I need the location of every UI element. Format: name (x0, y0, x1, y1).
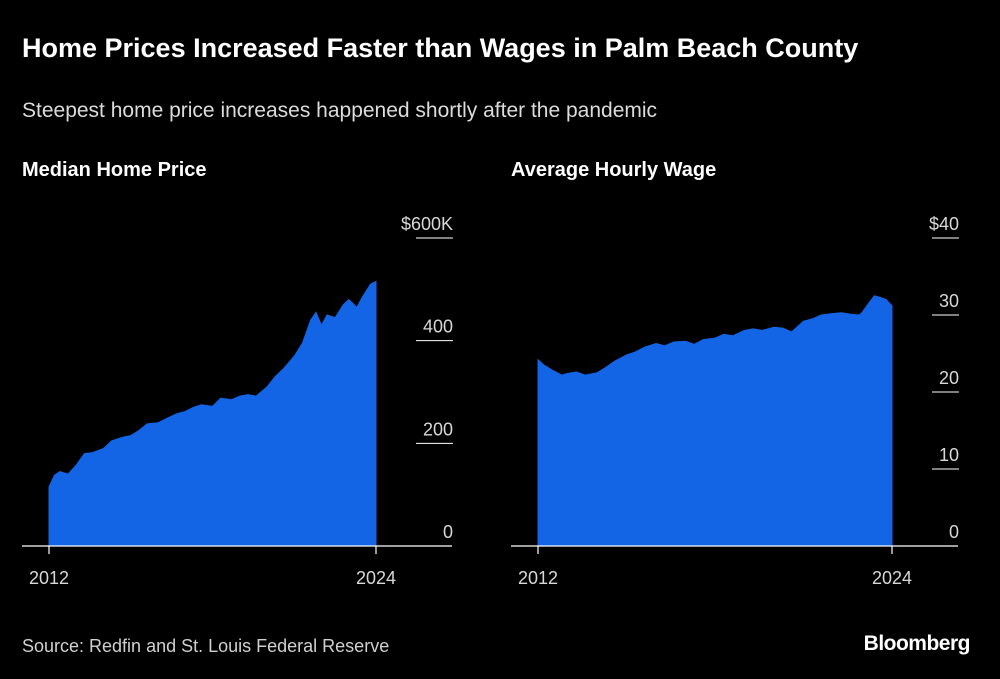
y-tick-label-hourly-wage-40: $40 (929, 214, 959, 234)
source-note: Source: Redfin and St. Louis Federal Res… (22, 636, 390, 656)
x-tick-label-hourly-wage-2024: 2024 (872, 568, 912, 588)
y-tick-label-home-price-0: 0 (443, 522, 453, 542)
x-tick-label-home-price-2012: 2012 (29, 568, 69, 588)
panel-title-hourly-wage: Average Hourly Wage (511, 159, 717, 181)
y-tick-label-home-price-400: 400 (423, 317, 453, 337)
chart-title: Home Prices Increased Faster than Wages … (22, 33, 859, 63)
y-tick-label-home-price-600: $600K (401, 214, 453, 234)
y-tick-label-hourly-wage-10: 10 (939, 445, 959, 465)
y-tick-label-home-price-200: 200 (423, 419, 453, 439)
bloomberg-logo: Bloomberg (863, 632, 971, 655)
chart-subtitle: Steepest home price increases happened s… (22, 99, 658, 122)
y-tick-label-hourly-wage-0: 0 (949, 522, 959, 542)
area-series-hourly-wage (537, 295, 893, 547)
panel-title-home-price: Median Home Price (22, 159, 207, 181)
y-tick-label-hourly-wage-20: 20 (939, 368, 959, 388)
x-tick-label-home-price-2024: 2024 (356, 568, 396, 588)
x-tick-label-hourly-wage-2012: 2012 (518, 568, 558, 588)
area-series-home-price (48, 280, 377, 547)
y-tick-label-hourly-wage-30: 30 (939, 291, 959, 311)
